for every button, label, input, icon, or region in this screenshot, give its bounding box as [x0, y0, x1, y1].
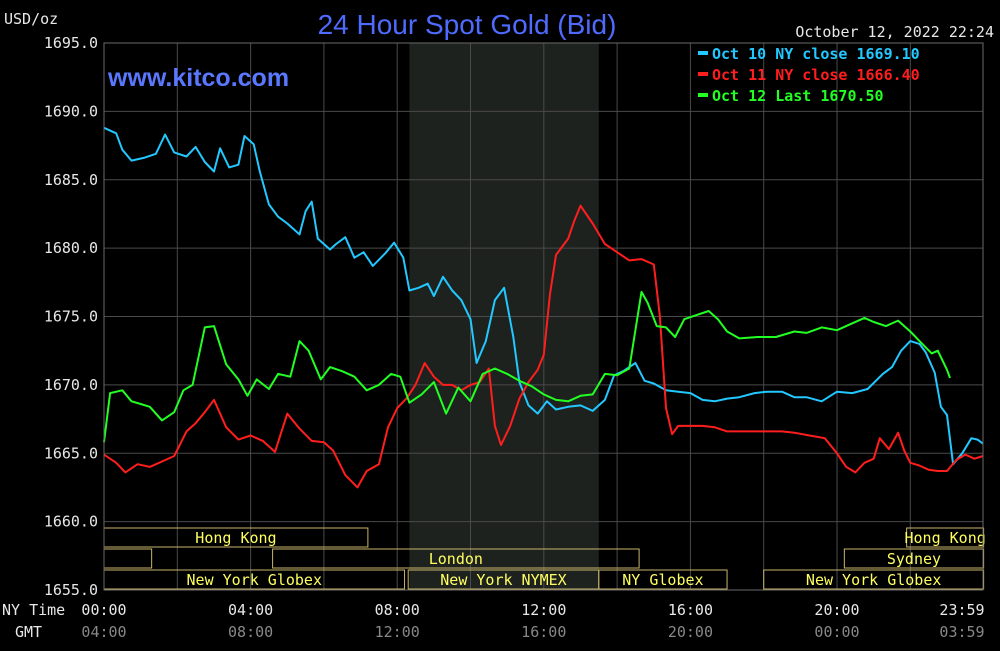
market-sessions: Hong Kong London New York Globex New York N… [103, 527, 986, 590]
price-series [103, 126, 984, 489]
session-bar [843, 548, 985, 569]
y-tick-label: 1675.0 [44, 308, 98, 326]
legend-swatch [698, 72, 708, 76]
x-tick-label-ny: 23:59 [939, 601, 984, 619]
legend: Oct 10 NY close 1669.10 Oct 11 NY close 1… [698, 45, 920, 105]
session-label: Hong Kong [195, 529, 276, 547]
x-tick-label-gmt: 16:00 [521, 623, 566, 641]
session-bar [906, 527, 985, 548]
y-tick-label: 1660.0 [44, 513, 98, 531]
y-tick-label: 1655.0 [44, 581, 98, 599]
unit-label: USD/oz [4, 10, 58, 28]
legend-entry: Oct 11 NY close 1666.40 [712, 66, 920, 84]
ny-time-axis-label: NY Time [2, 601, 65, 619]
x-tick-label-ny: 16:00 [668, 601, 713, 619]
gmt-axis-label: GMT [15, 623, 42, 641]
y-tick-label: 1685.0 [44, 171, 98, 189]
x-tick-label-gmt: 12:00 [375, 623, 420, 641]
y-tick-label: 1695.0 [44, 34, 98, 52]
y-tick-label: 1670.0 [44, 376, 98, 394]
chart-title: 24 Hour Spot Gold (Bid) [318, 9, 617, 40]
y-tick-label: 1665.0 [44, 444, 98, 462]
session-label: New York Globex [187, 571, 322, 589]
watermark-url: www.kitco.com [107, 64, 289, 92]
legend-swatch [698, 93, 708, 97]
session-bar [272, 548, 640, 569]
x-tick-label-gmt: 03:59 [939, 623, 984, 641]
x-tick-label-ny: 12:00 [521, 601, 566, 619]
x-tick-label-gmt: 00:00 [814, 623, 859, 641]
session-label: New York NYMEX [440, 571, 566, 589]
plot-frame [103, 42, 984, 591]
x-tick-label-gmt: 08:00 [228, 623, 273, 641]
legend-entry: Oct 10 NY close 1669.10 [712, 45, 920, 63]
x-tick-label-ny: 20:00 [814, 601, 859, 619]
session-label: Hong Kong [904, 529, 985, 547]
session-label: London [429, 550, 483, 568]
session-label: NY Globex [622, 571, 703, 589]
series-line [103, 290, 951, 443]
series-line [103, 204, 984, 489]
series-line [103, 126, 984, 466]
session-label: New York Globex [806, 571, 941, 589]
y-axis-ticks: 1695.0 1690.0 1685.0 1680.0 1675.0 1670.0 1665… [44, 34, 98, 599]
x-axis-ticks: 00:00 04:00 04:00 08:00 08:00 12:00 12:00 16:00… [81, 601, 984, 641]
x-tick-label-ny: 04:00 [228, 601, 273, 619]
x-tick-label-ny: 08:00 [375, 601, 420, 619]
x-tick-label-ny: 00:00 [81, 601, 126, 619]
chart-timestamp: October 12, 2022 22:24 [795, 23, 994, 41]
x-tick-label-gmt: 04:00 [81, 623, 126, 641]
legend-swatch [698, 51, 708, 55]
session-label: Sydney [887, 550, 941, 568]
y-tick-label: 1680.0 [44, 239, 98, 257]
session-bar [598, 569, 728, 590]
y-tick-label: 1690.0 [44, 102, 98, 120]
session-bar [763, 569, 985, 590]
x-tick-label-gmt: 20:00 [668, 623, 713, 641]
grid-lines [104, 42, 983, 591]
legend-entry: Oct 12 Last 1670.50 [712, 87, 884, 105]
